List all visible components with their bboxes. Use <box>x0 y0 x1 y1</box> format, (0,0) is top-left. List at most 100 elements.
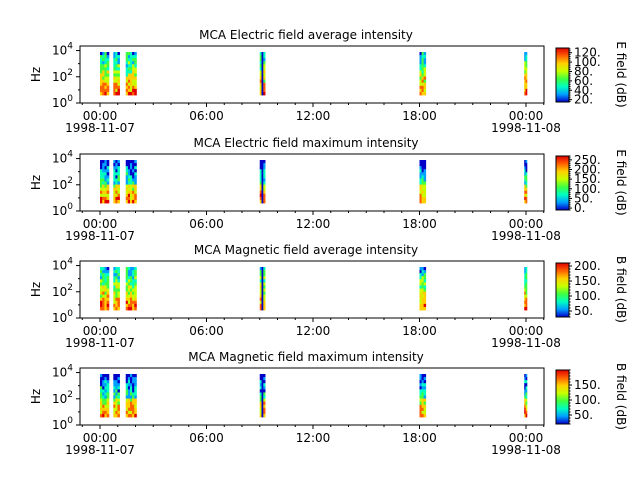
heatmap-cell <box>525 285 528 289</box>
heatmap-cell <box>127 380 131 384</box>
heatmap-cell <box>127 404 131 409</box>
heatmap-cell <box>125 91 129 96</box>
heatmap-cell <box>106 178 110 182</box>
y-axis-label: Hz <box>29 282 43 297</box>
heatmap-cell <box>125 291 129 296</box>
heatmap-cell <box>104 276 108 280</box>
heatmap-cell <box>113 374 116 378</box>
heatmap-cell <box>117 166 120 170</box>
heatmap-cell <box>423 169 427 173</box>
colorbar-tick-label: 80. <box>574 64 593 78</box>
heatmap-cell <box>525 64 528 68</box>
heatmap-cell <box>113 58 116 62</box>
heatmap-cell <box>525 270 528 274</box>
heatmap-cell <box>127 172 131 176</box>
heatmap-cell <box>113 303 116 308</box>
heatmap-cell <box>117 88 120 93</box>
heatmap-cell <box>419 273 422 277</box>
heatmap-cell <box>421 172 425 176</box>
heatmap-cell <box>421 404 425 409</box>
heatmap-cell <box>524 291 526 296</box>
heatmap-cell <box>421 297 425 302</box>
heatmap-cell <box>132 398 135 403</box>
heatmap-cell <box>525 267 528 271</box>
heatmap-cell <box>117 193 120 198</box>
heatmap-cell <box>129 297 133 302</box>
heatmap-cell <box>127 377 131 381</box>
heatmap-cell <box>127 401 131 406</box>
heatmap-cell <box>263 279 266 283</box>
heatmap-cell <box>129 61 133 65</box>
heatmap-cell <box>129 291 133 296</box>
heatmap-cell <box>419 196 422 201</box>
colorbar <box>556 156 569 210</box>
heatmap-cell <box>423 196 427 201</box>
heatmap-cell <box>106 85 110 90</box>
heatmap-cell <box>102 285 105 289</box>
heatmap-cell <box>419 199 422 204</box>
heatmap-cell <box>104 193 108 198</box>
heatmap-cell <box>524 64 526 68</box>
heatmap-cell <box>134 73 137 77</box>
heatmap-cell <box>259 380 262 384</box>
heatmap-cell <box>261 401 264 406</box>
heatmap-cell <box>129 276 133 280</box>
heatmap-cell <box>525 70 528 74</box>
heatmap-cell <box>104 82 108 87</box>
heatmap-cell <box>132 282 135 286</box>
heatmap-cell <box>524 306 526 311</box>
heatmap-cell <box>423 178 427 182</box>
heatmap-cell <box>125 297 129 302</box>
heatmap-cell <box>259 172 262 176</box>
heatmap-cell <box>100 294 103 299</box>
heatmap-cell <box>261 413 264 418</box>
heatmap-cell <box>102 88 105 93</box>
heatmap-cell <box>419 398 422 403</box>
heatmap-cell <box>423 270 427 274</box>
heatmap-cell <box>125 163 129 167</box>
heatmap-cell <box>134 377 137 381</box>
heatmap-cell <box>259 187 262 192</box>
heatmap-cell <box>129 79 133 84</box>
spectrogram-segment <box>259 374 266 418</box>
heatmap-cell <box>419 85 422 90</box>
heatmap-cell <box>421 187 425 192</box>
heatmap-cell <box>115 166 118 170</box>
heatmap-cell <box>421 291 425 296</box>
heatmap-cell <box>113 285 116 289</box>
heatmap-cell <box>524 52 526 56</box>
heatmap-cell <box>117 398 120 403</box>
heatmap-cell <box>419 270 422 274</box>
heatmap-cell <box>525 196 528 201</box>
heatmap-cell <box>115 285 118 289</box>
heatmap-cell <box>132 172 135 176</box>
heatmap-cell <box>524 67 526 71</box>
heatmap-cell <box>102 91 105 96</box>
heatmap-cell <box>102 82 105 87</box>
heatmap-cell <box>117 285 120 289</box>
spectrogram-segment <box>113 160 120 204</box>
heatmap-cell <box>134 82 137 87</box>
heatmap-cell <box>115 404 118 409</box>
heatmap-cell <box>127 374 131 378</box>
heatmap-cell <box>129 386 133 390</box>
heatmap-cell <box>115 407 118 412</box>
heatmap-cell <box>524 178 526 182</box>
heatmap-cell <box>525 279 528 283</box>
heatmap-cell <box>525 73 528 77</box>
heatmap-cell <box>106 76 110 81</box>
heatmap-cell <box>104 270 108 274</box>
heatmap-cell <box>421 184 425 189</box>
heatmap-cell <box>525 55 528 59</box>
heatmap-cell <box>423 401 427 406</box>
heatmap-cell <box>104 294 108 299</box>
heatmap-cell <box>125 184 129 189</box>
heatmap-cell <box>261 377 264 381</box>
heatmap-cell <box>113 383 116 387</box>
heatmap-cell <box>100 160 103 164</box>
heatmap-cell <box>524 294 526 299</box>
heatmap-cell <box>524 383 526 387</box>
heatmap-cell <box>106 389 110 393</box>
heatmap-cell <box>106 172 110 176</box>
heatmap-cell <box>127 291 131 296</box>
